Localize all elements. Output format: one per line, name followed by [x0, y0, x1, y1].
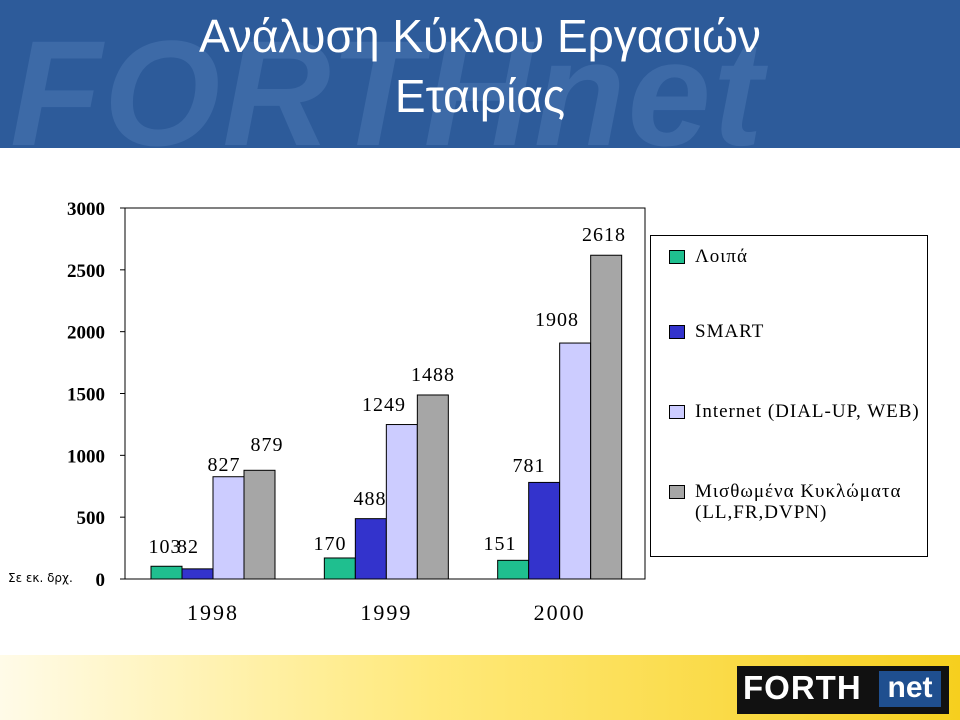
chart-legend: Λοιπά SMART Internet (DIAL-UP, WEB) Μισθ…	[650, 235, 928, 557]
data-label: 1249	[362, 394, 406, 416]
legend-swatch	[669, 485, 685, 499]
page-title: Ανάλυση Κύκλου Εργασιών Εταιρίας	[0, 6, 960, 126]
bar-1999-3	[416, 394, 449, 580]
legend-swatch	[669, 325, 685, 339]
unit-label: Σε εκ. δρχ.	[8, 571, 73, 585]
bar-1998-1	[181, 568, 214, 580]
y-tick-label: 1000	[67, 446, 105, 467]
y-tick-label: 500	[77, 508, 106, 529]
bar-chart: 0 500 1000 1500 2000 2500 3000 Σε εκ. δρχ. 1998 1…	[8, 199, 646, 625]
bar-2000-3	[590, 254, 623, 580]
x-tick-label: 1998	[187, 600, 239, 625]
forthnet-logo: FORTH net	[737, 666, 949, 714]
bar-1998-0	[150, 565, 183, 580]
bar-1998-3	[243, 469, 276, 580]
title-line-2: Εταιρίας	[394, 70, 566, 122]
y-tick-label: 0	[96, 570, 106, 591]
bar-1998-2	[212, 476, 245, 580]
data-label: 1488	[411, 364, 455, 386]
x-tick-label: 1999	[360, 600, 412, 625]
legend-swatch	[669, 250, 685, 264]
legend-label: Μισθωμένα Κυκλώματα (LL,FR,DVPN)	[695, 481, 902, 523]
data-label: 879	[251, 434, 284, 456]
data-label: 488	[354, 488, 387, 510]
bar-2000-1	[528, 481, 561, 580]
data-label: 82	[177, 536, 199, 558]
bar-2000-0	[497, 559, 530, 580]
x-tick-label: 2000	[534, 600, 586, 625]
y-tick-label: 2000	[67, 323, 105, 344]
legend-label: SMART	[695, 321, 765, 342]
logo-net-text: net	[879, 671, 941, 707]
legend-label: Internet (DIAL-UP, WEB)	[695, 401, 920, 422]
y-tick-label: 3000	[67, 199, 105, 220]
data-label: 827	[208, 454, 241, 476]
data-label: 1908	[535, 309, 579, 331]
data-label: 781	[513, 455, 546, 477]
watermark-logo: FORTHnet	[10, 9, 765, 148]
data-label: 151	[484, 533, 517, 555]
bar-1999-2	[385, 424, 418, 580]
bar-2000-2	[559, 342, 592, 580]
bar-1999-0	[323, 557, 356, 580]
bar-1999-1	[354, 518, 387, 580]
data-label: 103	[149, 536, 182, 558]
title-line-1: Ανάλυση Κύκλου Εργασιών	[199, 10, 761, 62]
data-label: 170	[314, 533, 347, 555]
legend-label: Λοιπά	[695, 246, 748, 267]
legend-swatch	[669, 405, 685, 419]
y-tick-label: 2500	[67, 261, 105, 282]
header-banner: FORTHnet Ανάλυση Κύκλου Εργασιών Εταιρία…	[0, 0, 960, 148]
logo-forth-text: FORTH	[743, 669, 862, 706]
data-label: 2618	[582, 224, 626, 246]
y-tick-label: 1500	[67, 385, 105, 406]
